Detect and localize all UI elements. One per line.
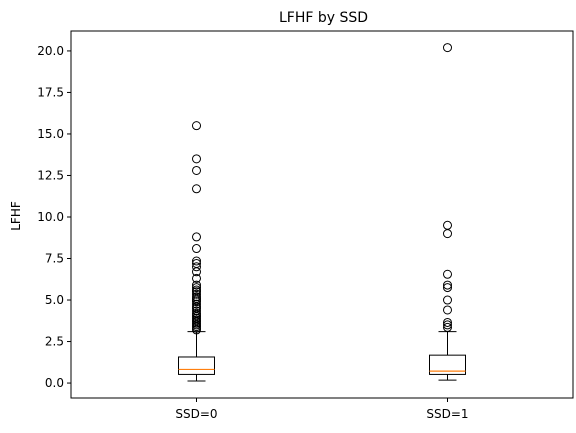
outlier-point <box>443 317 452 327</box>
y-tick-label: 5.0 <box>45 293 64 307</box>
outlier-point <box>192 285 201 295</box>
outlier-point <box>443 305 452 315</box>
outlier-point <box>443 295 452 305</box>
y-tick-label: 20.0 <box>37 44 64 58</box>
outlier-point <box>192 232 201 242</box>
axes-frame <box>70 30 574 399</box>
outlier-point <box>192 273 201 283</box>
y-tick-label: 0.0 <box>45 376 64 390</box>
outlier-point <box>192 306 201 316</box>
y-tick-label: 2.5 <box>45 335 64 349</box>
outlier-point <box>192 258 201 268</box>
outlier-point <box>192 184 201 194</box>
outlier-point <box>443 280 452 290</box>
outlier-point <box>443 269 452 279</box>
outlier-point <box>192 299 201 309</box>
outlier-point <box>443 322 452 332</box>
outlier-point <box>192 289 201 299</box>
y-tick-label: 17.5 <box>37 85 64 99</box>
y-axis-label: LFHF <box>9 201 23 231</box>
y-tick-label: 12.5 <box>37 168 64 182</box>
outlier-point <box>192 308 201 318</box>
plot-area: 0.0 2.5 5.0 7.5 10.0 12.5 15.0 17.5 20.0 SSD=0 SSD… <box>37 43 469 421</box>
outlier-point <box>192 280 201 290</box>
iqr-box <box>178 356 215 375</box>
outlier-point <box>192 154 201 164</box>
y-tick-label: 15.0 <box>37 127 64 141</box>
outlier-point <box>443 283 452 293</box>
outlier-point <box>192 121 201 131</box>
outlier-point <box>192 292 201 302</box>
chart-title: LFHF by SSD <box>279 10 368 26</box>
outlier-point <box>192 262 201 272</box>
iqr-box <box>429 354 466 375</box>
x-tick-label: SSD=0 <box>175 407 217 421</box>
y-tick-label: 10.0 <box>37 210 64 224</box>
y-tick-label: 7.5 <box>45 252 64 266</box>
outlier-point <box>192 256 201 266</box>
outlier-point <box>443 320 452 330</box>
outlier-point <box>192 165 201 175</box>
x-tick-label: SSD=1 <box>426 407 468 421</box>
outlier-point <box>192 283 201 293</box>
outlier-point <box>443 220 452 230</box>
outlier-point <box>192 244 201 254</box>
outlier-point <box>443 43 452 53</box>
